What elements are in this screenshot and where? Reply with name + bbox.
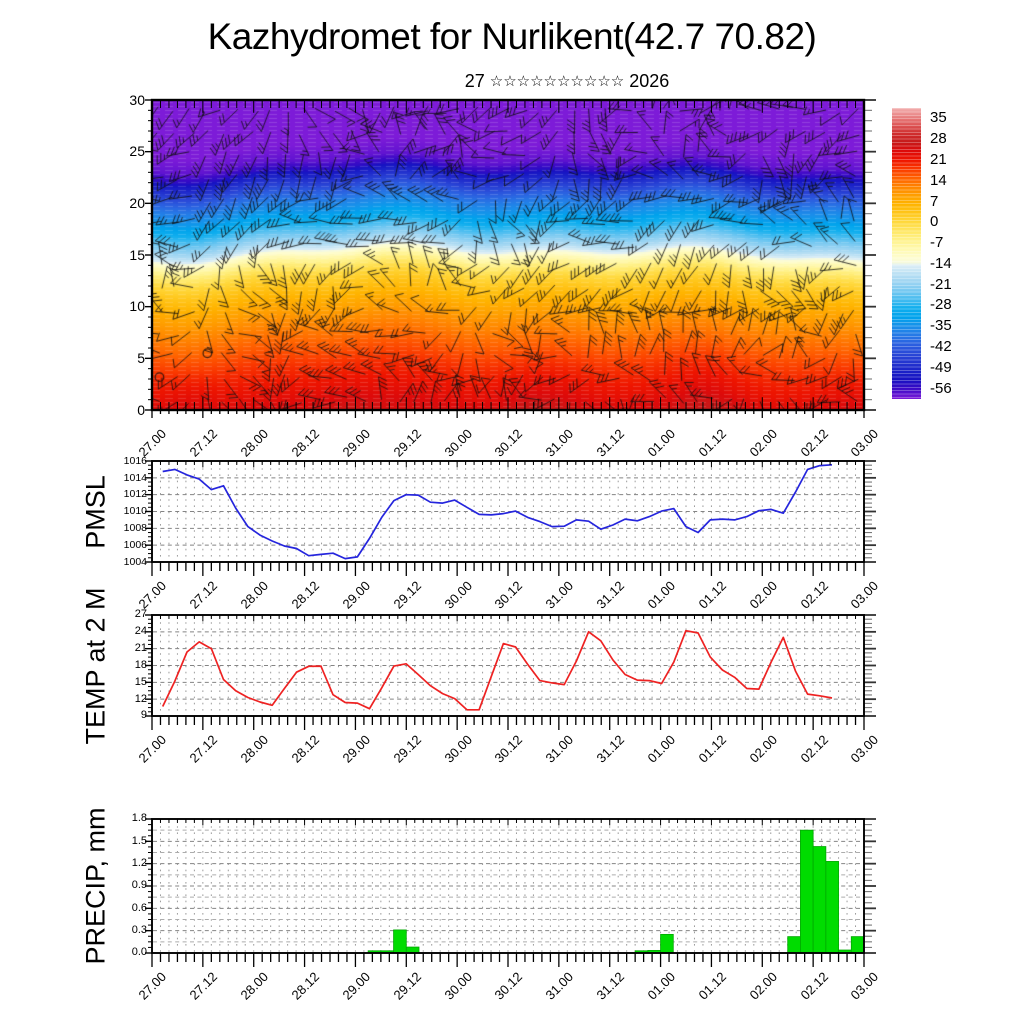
y-tick-label: 1.8 <box>131 812 147 825</box>
y-tick-label: 1008 <box>123 522 147 535</box>
y-tick-label: 1.2 <box>131 857 147 870</box>
panel-border <box>150 98 866 412</box>
colorbar-tick-label: -49 <box>930 358 952 376</box>
y-tick-label: 0.9 <box>131 879 147 892</box>
y-tick-label: 1006 <box>123 538 147 551</box>
y-tick-label: 5 <box>137 349 145 366</box>
y-tick-label: 1016 <box>123 454 147 467</box>
precip-bar <box>393 929 407 954</box>
y-tick-label: 0 <box>137 401 145 418</box>
chart-subtitle: 27 ☆☆☆☆☆☆☆☆☆☆ 2026 <box>55 71 1024 92</box>
colorbar-tick-label: 21 <box>930 150 947 168</box>
colorbar <box>892 108 921 399</box>
precip-bar <box>800 829 814 954</box>
y-tick-label: 30 <box>129 91 145 108</box>
colorbar-tick-label: -21 <box>930 275 952 293</box>
colorbar-tick-label: 7 <box>930 192 939 210</box>
pmsl-line <box>162 463 833 560</box>
colorbar-tick-label: -14 <box>930 254 952 272</box>
wind-temperature-cross-section <box>152 100 864 410</box>
y-tick-label: 1014 <box>123 471 147 484</box>
y-tick-label: 15 <box>129 246 145 263</box>
precip-bar <box>812 846 827 954</box>
colorbar-tick-label: 0 <box>930 213 939 231</box>
panel-border <box>151 460 865 563</box>
precip-bar <box>825 861 839 954</box>
colorbar-tick-label: -7 <box>930 234 944 252</box>
subtitle-year: 2026 <box>629 71 670 91</box>
precip-bar <box>787 936 801 954</box>
colorbar-tick-label: 28 <box>930 130 947 148</box>
subtitle-day: 27 <box>464 71 485 91</box>
colorbar-tick-label: -28 <box>930 296 952 314</box>
y-tick-label: 12 <box>134 692 147 705</box>
y-tick-label: 25 <box>129 143 145 160</box>
y-tick-label: 15 <box>134 675 147 688</box>
y-tick-label: 24 <box>134 625 147 638</box>
y-tick-label: 1010 <box>123 505 147 518</box>
y-tick-label: 1004 <box>123 555 147 568</box>
precip-bar <box>660 933 674 954</box>
colorbar-stripes <box>892 108 921 399</box>
precip-bar <box>850 936 865 954</box>
y-tick-label: 1012 <box>123 488 147 501</box>
y-tick-label: 0.3 <box>131 924 147 937</box>
y-tick-label: 27 <box>134 608 147 621</box>
colorbar-tick-label: -35 <box>930 317 952 335</box>
temp2m-line <box>161 629 833 711</box>
panel-border <box>151 818 865 954</box>
y-tick-label: 0.6 <box>131 901 147 914</box>
colorbar-tick-label: -42 <box>930 338 952 356</box>
y-tick-label: 18 <box>134 658 147 671</box>
y-tick-label: 21 <box>134 642 147 655</box>
y-tick-label: 20 <box>129 194 145 211</box>
y-tick-label: 0.0 <box>131 946 147 959</box>
subtitle-stars: ☆☆☆☆☆☆☆☆☆☆ <box>489 73 625 90</box>
colorbar-tick-label: -56 <box>930 379 952 397</box>
y-tick-label: 1.5 <box>131 834 147 847</box>
colorbar-tick-label: 35 <box>930 109 947 127</box>
panel-border <box>151 614 865 717</box>
colorbar-tick-label: 14 <box>930 171 947 189</box>
y-tick-label: 10 <box>129 298 145 315</box>
chart-title: Kazhydromet for Nurlikent(42.7 70.82) <box>207 16 817 57</box>
y-tick-label: 9 <box>140 709 147 722</box>
